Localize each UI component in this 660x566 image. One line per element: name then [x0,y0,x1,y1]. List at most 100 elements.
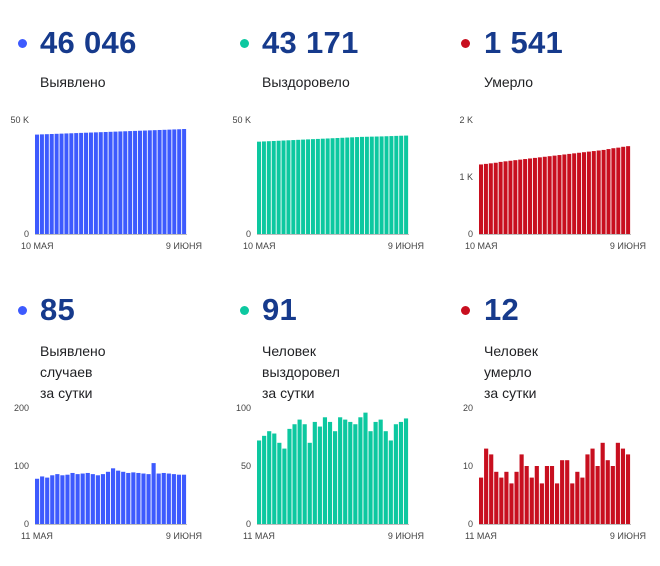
bar [327,421,333,524]
bar [281,140,286,234]
bar [282,448,287,524]
bar [616,147,621,234]
bar [310,139,315,234]
bar [394,135,399,234]
x-tick-label-start: 11 МАЯ [465,531,497,541]
bar [167,129,172,234]
bar [166,473,171,524]
x-tick-label-end: 9 ИЮНЯ [610,531,646,541]
bar [567,153,572,234]
bar [393,424,398,524]
bar [80,473,85,524]
bar [404,135,409,234]
bar [575,471,580,524]
bar [611,148,616,234]
bar [317,426,322,524]
bar [570,483,575,524]
bar [312,421,317,524]
bar [157,129,162,234]
bar [508,160,513,234]
bar [483,163,488,234]
bar [85,472,90,524]
y-tick-label: 100 [236,403,251,413]
bar [93,132,98,234]
bar [126,472,131,524]
bar [562,154,567,234]
bar [267,431,272,524]
x-tick-label-end: 9 ИЮНЯ [388,531,424,541]
bar [108,131,113,234]
deaths-daily-chart: 0 10 20 11 МАЯ 9 ИЮНЯ [463,403,646,541]
bar [596,150,601,234]
bar [581,152,586,234]
x-tick-label-end: 9 ИЮНЯ [388,241,424,251]
legend-dot-detected [18,39,27,48]
bar [528,158,533,234]
legend-dot-recovered [240,39,249,48]
bar [121,471,126,524]
bar [325,138,330,234]
bar [322,417,328,524]
bar [389,136,394,234]
bar [373,421,378,524]
bar [161,472,166,524]
recovered-total-value: 43 171 [262,25,359,60]
bar [69,133,74,234]
bar [100,474,106,524]
legend-dot-deaths-daily [461,306,470,315]
bar [181,474,187,524]
y-tick-label: 20 [463,403,473,413]
bar [368,431,373,524]
bar [518,159,523,234]
bar [286,140,291,234]
bar [128,131,133,234]
bar [315,138,320,234]
bar [307,442,312,524]
bar [137,130,142,234]
bar [350,137,355,234]
bar [358,417,363,524]
bar [489,454,494,524]
bar [605,460,610,524]
bar [565,460,570,524]
bar [348,421,353,524]
deaths-daily-label: Человек умерло за сутки [484,343,538,401]
bar [136,472,141,524]
recovered-daily-value: 91 [262,292,298,327]
bar [116,470,121,524]
y-tick-label: 0 [246,519,251,529]
bar [35,134,40,234]
y-tick-label: 0 [246,229,251,239]
x-tick-label-start: 11 МАЯ [21,531,53,541]
bar [523,159,528,234]
bar [621,146,626,234]
bar [509,483,514,524]
bar [55,474,60,524]
bar [95,475,100,524]
bar [494,471,499,524]
x-tick-label-end: 9 ИЮНЯ [166,241,202,251]
detected-daily-chart: 0 100 200 11 МАЯ 9 ИЮНЯ [14,403,202,541]
bar [549,466,555,524]
bar [378,419,383,524]
recovered-daily-chart: 0 50 100 11 МАЯ 9 ИЮНЯ [236,403,424,541]
bar [177,129,182,234]
bar [44,134,49,234]
y-tick-label: 10 [463,461,473,471]
bar [374,136,379,234]
bar [105,471,111,524]
bar [399,135,404,234]
bar [539,483,544,524]
bar [537,157,542,234]
bar [383,431,388,524]
bar [79,132,84,234]
bar [620,448,626,524]
detected-daily-value: 85 [40,292,76,327]
deaths-daily-value: 12 [484,292,520,327]
bar [320,138,325,234]
bar [118,131,123,234]
bar [133,130,138,234]
y-tick-label: 50 [241,461,251,471]
bar [103,131,108,234]
bar [555,483,560,524]
